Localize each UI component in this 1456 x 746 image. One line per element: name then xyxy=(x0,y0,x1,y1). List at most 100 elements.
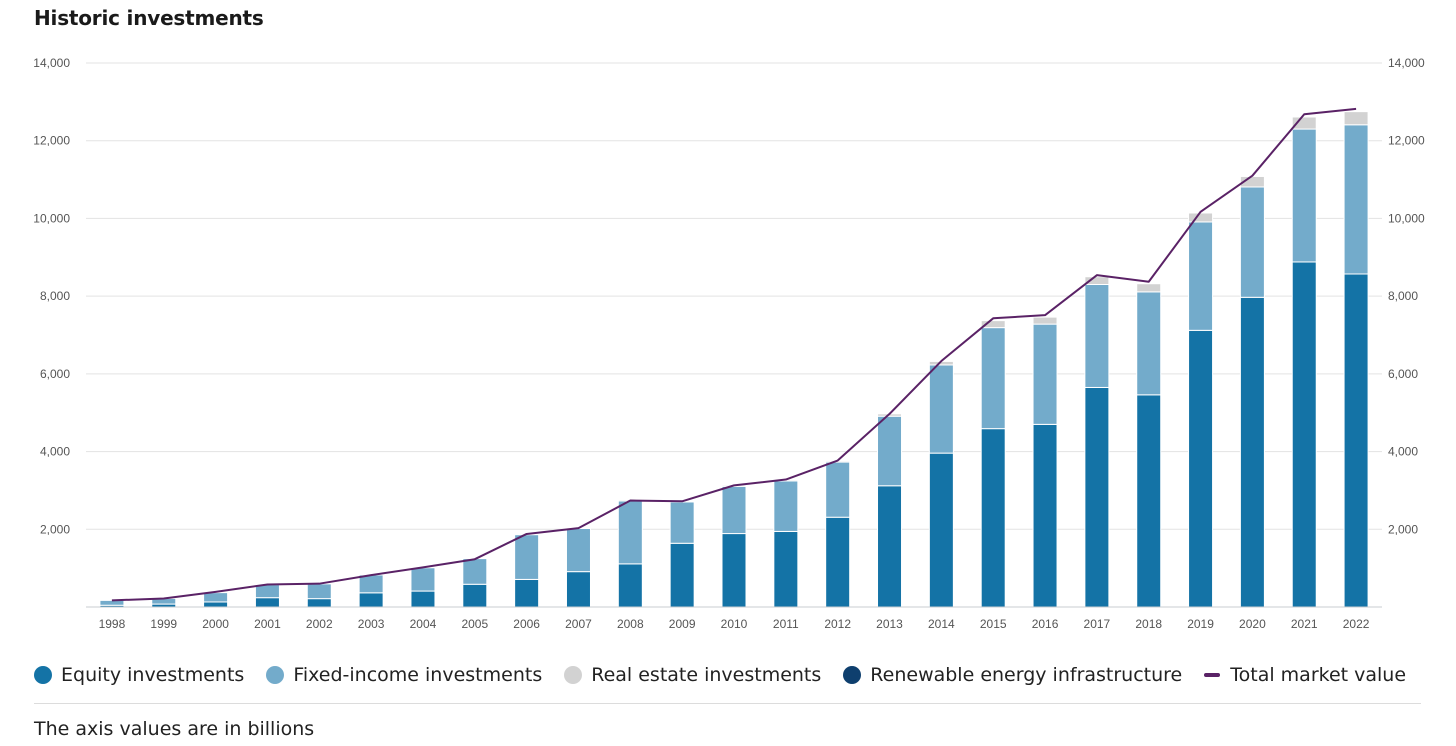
bar-segment xyxy=(1084,283,1110,388)
legend-label-fixed-income: Fixed-income investments xyxy=(293,664,543,686)
bar-segment xyxy=(1291,128,1317,263)
bar-segment xyxy=(1188,329,1214,608)
x-tick-label: 2018 xyxy=(1135,617,1162,631)
legend-item-fixed-income[interactable]: Fixed-income investments xyxy=(266,664,542,686)
x-tick-label: 2010 xyxy=(721,617,748,631)
legend-swatch-renewable xyxy=(843,666,862,684)
x-tick-label: 2022 xyxy=(1343,617,1370,631)
y-tick-label-left: 4,000 xyxy=(40,445,70,459)
axis-note: The axis values are in billions xyxy=(34,718,315,740)
x-tick-label: 2005 xyxy=(461,617,488,631)
bar-segment xyxy=(462,558,488,585)
legend-item-equity[interactable]: Equity investments xyxy=(34,664,244,686)
x-axis: 1998 1999 2000 2001 2002 2003 2004 2005 2006 2007… xyxy=(86,606,1382,631)
y-tick-label-right: 10,000 xyxy=(1388,211,1425,225)
y-tick-label-right: 8,000 xyxy=(1388,289,1418,303)
y-axis-right: 2,000 4,000 6,000 8,000 10,000 12,000 14,000 xyxy=(1388,56,1425,536)
bar-segment xyxy=(514,578,540,608)
bar-segment xyxy=(825,516,851,608)
bar-segment xyxy=(1343,273,1369,608)
y-tick-label-right: 4,000 xyxy=(1388,445,1418,459)
legend-label-equity: Equity investments xyxy=(61,664,245,686)
y-tick-label-right: 2,000 xyxy=(1388,522,1418,536)
bar-segment xyxy=(358,592,384,608)
y-tick-label-right: 12,000 xyxy=(1388,134,1425,148)
legend-swatch-total xyxy=(1204,673,1221,677)
bar-segment xyxy=(306,583,332,600)
bar-segment xyxy=(1084,386,1110,608)
bar-segment xyxy=(1239,186,1265,298)
bar-segment xyxy=(1291,261,1317,608)
legend-item-real-estate[interactable]: Real estate investments xyxy=(564,664,821,686)
y-axis-left: 2,000 4,000 6,000 8,000 10,000 12,000 14,000 xyxy=(33,56,70,536)
bar-segment xyxy=(1343,124,1369,275)
bar-segment xyxy=(306,598,332,608)
bar-segment xyxy=(565,528,591,573)
bar-segment xyxy=(928,452,954,608)
legend-label-real-estate: Real estate investments xyxy=(591,664,822,686)
bar-segment xyxy=(410,567,436,592)
bar-segment xyxy=(410,590,436,608)
bar-segment xyxy=(980,428,1006,608)
bar-segment xyxy=(565,571,591,608)
bar-segment xyxy=(99,599,125,606)
bar-segment xyxy=(1188,212,1214,223)
bar-segment xyxy=(980,327,1006,430)
bar-segment xyxy=(825,461,851,518)
y-tick-label-right: 6,000 xyxy=(1388,367,1418,381)
legend-item-total[interactable]: Total market value xyxy=(1204,664,1406,686)
y-tick-label-left: 10,000 xyxy=(33,211,70,225)
legend-divider xyxy=(34,703,1421,704)
x-tick-label: 2015 xyxy=(980,617,1007,631)
y-tick-label-left: 6,000 xyxy=(40,367,70,381)
bar-segment xyxy=(1343,111,1369,126)
x-tick-label: 2019 xyxy=(1187,617,1214,631)
chart-title: Historic investments xyxy=(34,6,264,30)
bar-segment xyxy=(617,563,643,608)
y-tick-label-left: 12,000 xyxy=(33,134,70,148)
bar-segment xyxy=(1136,394,1162,608)
x-tick-label: 2008 xyxy=(617,617,644,631)
total-line xyxy=(111,107,1357,602)
bar-segment xyxy=(773,480,799,532)
legend-label-renewable: Renewable energy infrastructure xyxy=(870,664,1183,686)
bar-segment xyxy=(669,542,695,608)
y-tick-label-right: 14,000 xyxy=(1388,56,1425,70)
bar-segment xyxy=(358,574,384,594)
x-tick-label: 2002 xyxy=(306,617,333,631)
x-tick-label: 1998 xyxy=(99,617,126,631)
bar-segment xyxy=(1084,276,1110,285)
bar-segment xyxy=(669,501,695,544)
bar-segment xyxy=(773,530,799,608)
bar-segment xyxy=(1032,323,1058,425)
bar-segment xyxy=(1343,110,1369,113)
bars xyxy=(99,110,1369,608)
bar-segment xyxy=(877,485,903,608)
bar-segment xyxy=(980,320,1006,329)
bar-segment xyxy=(254,597,280,608)
x-tick-label: 2001 xyxy=(254,617,281,631)
bar-segment xyxy=(928,364,954,454)
y-tick-label-left: 2,000 xyxy=(40,522,70,536)
x-tick-label: 2017 xyxy=(1084,617,1111,631)
legend-swatch-equity xyxy=(34,666,52,684)
bar-segment xyxy=(877,415,903,487)
bar-segment xyxy=(1239,296,1265,608)
bar-segment xyxy=(1032,316,1058,325)
y-tick-label-left: 8,000 xyxy=(40,289,70,303)
x-tick-label: 1999 xyxy=(150,617,177,631)
bar-segment xyxy=(1032,423,1058,608)
bar-segment xyxy=(203,601,229,608)
bar-segment xyxy=(462,583,488,608)
x-tick-label: 2007 xyxy=(565,617,592,631)
bar-segment xyxy=(203,592,229,603)
x-tick-label: 2020 xyxy=(1239,617,1266,631)
bar-segment xyxy=(514,534,540,580)
legend-swatch-real-estate xyxy=(564,666,583,684)
legend-item-renewable[interactable]: Renewable energy infrastructure xyxy=(843,664,1182,686)
bar-segment xyxy=(1136,283,1162,293)
x-tick-label: 2011 xyxy=(773,617,799,631)
x-tick-label: 2012 xyxy=(824,617,851,631)
grid-lines xyxy=(86,62,1382,530)
x-tick-label: 2021 xyxy=(1291,617,1318,631)
